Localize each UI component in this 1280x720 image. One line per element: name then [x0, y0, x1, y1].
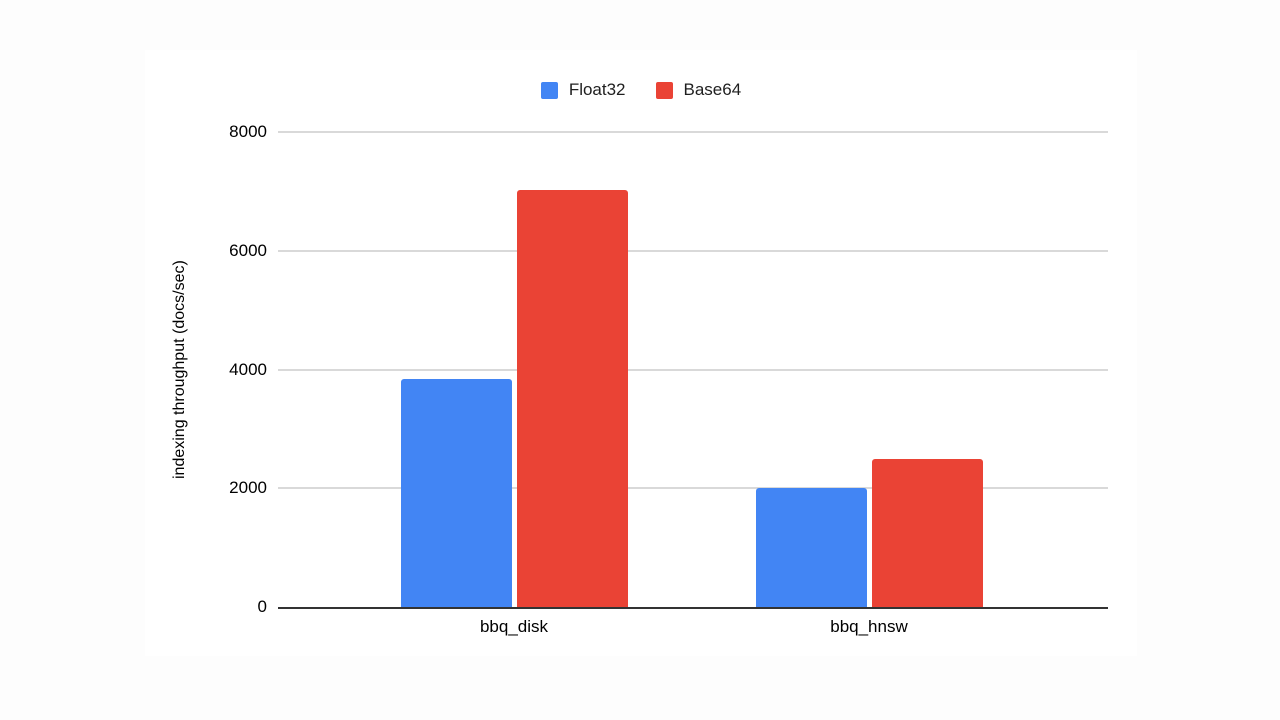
x-category-label: bbq_disk	[479, 617, 549, 636]
legend-item-float32: Float32	[540, 80, 626, 100]
y-tick-label: 8000	[229, 122, 267, 141]
bar-base64-bbq_disk	[517, 190, 628, 607]
legend-label-float32: Float32	[568, 80, 626, 99]
legend-item-base64: Base64	[655, 80, 742, 100]
x-axis-line	[278, 607, 1108, 609]
bar-base64-bbq_hnsw	[872, 459, 983, 607]
legend-swatch-base64-icon	[655, 81, 673, 99]
plot-area: 0 2000 4000 6000 8000 bbq_disk bbq_hnsw	[229, 122, 1108, 636]
y-axis-title: indexing throughput (docs/sec)	[171, 260, 188, 479]
bar-float32-bbq_disk	[401, 379, 512, 607]
chart-card: Float32 Base64 indexing throughput (docs…	[145, 50, 1137, 656]
y-tick-label: 4000	[229, 359, 267, 379]
gridline	[278, 131, 1108, 133]
bar-float32-bbq_hnsw	[756, 488, 867, 607]
legend-swatch-float32-icon	[540, 81, 558, 99]
legend-label-base64: Base64	[683, 80, 742, 99]
y-tick-label: 2000	[229, 478, 267, 498]
y-tick-label: 6000	[229, 240, 267, 260]
gridline	[278, 487, 1108, 490]
y-tick-label: 0	[257, 597, 267, 616]
gridline	[278, 368, 1108, 371]
chart-legend: Float32 Base64	[145, 80, 1137, 100]
gridline	[278, 249, 1108, 252]
x-category-label: bbq_hnsw	[830, 617, 908, 636]
